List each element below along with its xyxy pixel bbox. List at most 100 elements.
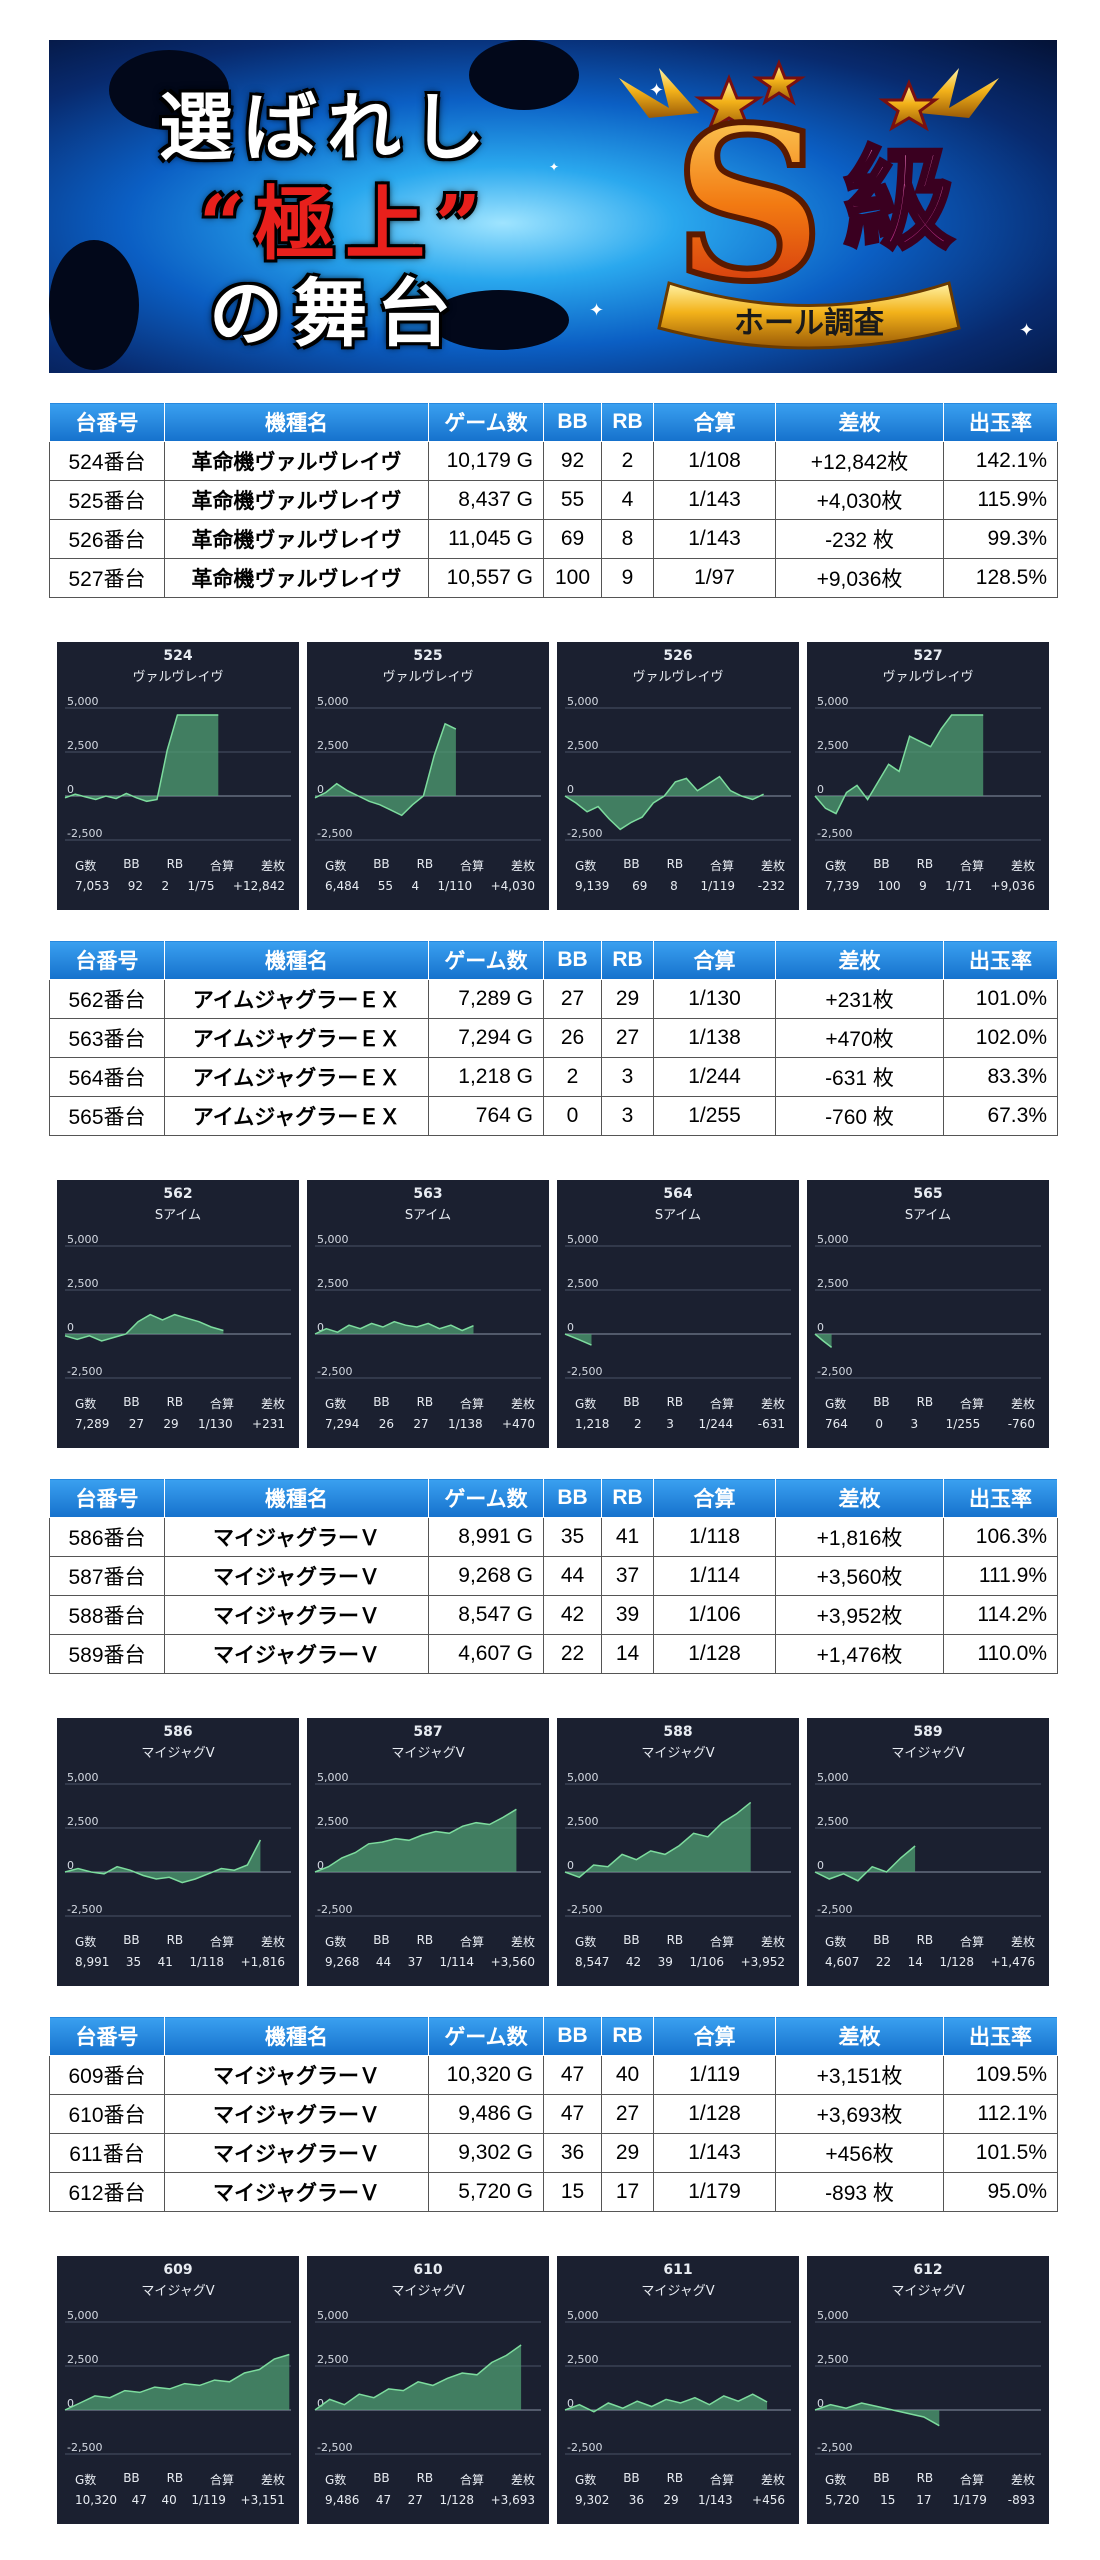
stats-value-row: 9,302 36 29 1/143 +456 xyxy=(575,2493,785,2507)
y-tick-label: 0 xyxy=(67,783,74,796)
cell-rb: 29 xyxy=(601,979,654,1019)
column-header: 差枚 xyxy=(775,940,944,980)
stat-label: 差枚 xyxy=(510,1397,535,1411)
cell-rb: 8 xyxy=(601,519,654,559)
panel-stats: G数 BB RB 合算 差枚 10,320 47 40 1/119 +3,151 xyxy=(75,2471,285,2507)
cell-combined: 1/143 xyxy=(653,480,776,520)
cell-bb: 35 xyxy=(543,1517,602,1557)
stat-label: 差枚 xyxy=(1010,859,1035,873)
stat-bb: 36 xyxy=(628,2493,645,2507)
cell-games: 1,218 G xyxy=(428,1057,544,1097)
y-tick-label: 5,000 xyxy=(67,695,99,708)
stat-combined: 1/179 xyxy=(952,2493,987,2507)
stat-bb: 2 xyxy=(633,1417,642,1431)
table-row: 564番台 アイムジャグラーＥＸ 1,218 G 2 3 1/244 -631 枚 83.3% xyxy=(49,1057,1058,1097)
slump-graph: 5,000 2,500 0 -2,500 xyxy=(814,695,1041,841)
y-tick-label: 5,000 xyxy=(67,1233,99,1246)
cell-bb: 27 xyxy=(543,979,602,1019)
stat-combined: 1/255 xyxy=(945,1417,981,1431)
stat-label: G数 xyxy=(825,859,847,873)
star-icon xyxy=(752,58,806,106)
stat-g: 7,739 xyxy=(825,879,860,893)
cell-unit: 586番台 xyxy=(49,1517,165,1557)
y-tick-label: 2,500 xyxy=(817,1277,849,1290)
stat-label: 合算 xyxy=(210,2473,235,2487)
y-tick-label: 0 xyxy=(817,1859,824,1872)
slump-graph: 5,000 2,500 0 -2,500 xyxy=(814,2309,1041,2455)
stat-diff: -631 xyxy=(757,1417,785,1431)
y-tick-label: -2,500 xyxy=(317,827,352,840)
slump-graph-panel: 564 Sアイム 5,000 2,500 0 -2,500 G数 BB RB 合算 差枚 1,218 2… xyxy=(557,1180,799,1448)
cell-rb: 3 xyxy=(601,1057,654,1097)
cell-model: アイムジャグラーＥＸ xyxy=(164,1057,429,1097)
y-tick-label: 2,500 xyxy=(67,1277,99,1290)
column-header: RB xyxy=(601,1478,654,1518)
cell-rb: 27 xyxy=(601,1018,654,1058)
stat-label: 差枚 xyxy=(760,2473,785,2487)
cell-games: 9,302 G xyxy=(428,2133,544,2173)
stat-label: G数 xyxy=(575,1935,597,1949)
stats-label-row: G数 BB RB 合算 差枚 xyxy=(825,2471,1035,2488)
stat-g: 764 xyxy=(825,1417,848,1431)
panel-model-name: ヴァルヴレイヴ xyxy=(632,670,724,685)
cell-model: マイジャグラーＶ xyxy=(164,2133,429,2173)
y-tick-label: 5,000 xyxy=(317,2309,349,2322)
sparkle-icon: ✦ xyxy=(549,160,560,174)
stats-label-row: G数 BB RB 合算 差枚 xyxy=(575,1933,785,1950)
slump-graph: 5,000 2,500 0 -2,500 xyxy=(64,1771,291,1917)
slump-graph: 5,000 2,500 0 -2,500 xyxy=(814,1233,1041,1379)
star-icon xyxy=(694,73,764,134)
slump-line xyxy=(814,714,984,815)
stats-value-row: 1,218 2 3 1/244 -631 xyxy=(575,1417,785,1431)
column-header: 差枚 xyxy=(775,1478,944,1518)
panel-unit-number: 609 xyxy=(163,2262,193,2278)
cell-combined: 1/143 xyxy=(653,2133,776,2173)
stats-value-row: 764 0 3 1/255 -760 xyxy=(825,1417,1035,1431)
panel-stats: G数 BB RB 合算 差枚 1,218 2 3 1/244 -631 xyxy=(575,1395,785,1431)
panel-unit-number: 589 xyxy=(913,1724,943,1740)
stat-label: 合算 xyxy=(960,859,985,873)
cell-rb: 17 xyxy=(601,2172,654,2212)
panel-model-name: マイジャグV xyxy=(891,1746,965,1761)
y-tick-label: -2,500 xyxy=(817,1365,852,1378)
cell-diff: +4,030枚 xyxy=(775,480,944,520)
slump-graph: 5,000 2,500 0 -2,500 xyxy=(314,2309,541,2455)
stat-combined: 1/114 xyxy=(439,1955,475,1969)
column-header: 台番号 xyxy=(49,1478,165,1518)
cell-diff: +1,476枚 xyxy=(775,1634,944,1674)
slump-line xyxy=(64,2353,290,2411)
slump-line xyxy=(64,1313,224,1342)
stat-diff: +470 xyxy=(502,1417,535,1431)
sparkle-icon: ✦ xyxy=(409,240,420,254)
slump-graph-panel: 563 Sアイム 5,000 2,500 0 -2,500 G数 BB RB 合算 差枚 7,294 2… xyxy=(307,1180,549,1448)
cell-unit: 527番台 xyxy=(49,558,165,598)
slump-area xyxy=(565,1334,592,1346)
slump-graph: 5,000 2,500 0 -2,500 xyxy=(564,2309,791,2455)
stat-label: 差枚 xyxy=(510,2473,535,2487)
stats-value-row: 4,607 22 14 1/128 +1,476 xyxy=(825,1955,1035,1969)
cell-bb: 100 xyxy=(543,558,602,598)
slump-graph-panel: 526 ヴァルヴレイヴ 5,000 2,500 0 -2,500 G数 BB RB 合算 差枚 9,1… xyxy=(557,642,799,910)
column-header: BB xyxy=(543,940,602,980)
cell-rb: 2 xyxy=(601,441,654,481)
stat-diff: +12,842 xyxy=(232,879,285,893)
cell-bb: 55 xyxy=(543,480,602,520)
panel-model-name: マイジャグV xyxy=(391,2284,465,2299)
y-tick-label: -2,500 xyxy=(567,827,602,840)
panel-unit-number: 525 xyxy=(413,648,443,664)
y-tick-label: -2,500 xyxy=(317,2441,352,2454)
cell-model: マイジャグラーＶ xyxy=(164,1595,429,1635)
stat-label: RB xyxy=(916,1395,934,1409)
stat-label: G数 xyxy=(575,1397,597,1411)
cell-games: 7,289 G xyxy=(428,979,544,1019)
stat-rb: 3 xyxy=(910,1417,919,1431)
cell-rb: 40 xyxy=(601,2055,654,2095)
panel-model-name: Sアイム xyxy=(904,1208,952,1223)
stat-g: 6,484 xyxy=(325,879,360,893)
column-header: 機種名 xyxy=(164,1478,429,1518)
stats-label-row: G数 BB RB 合算 差枚 xyxy=(575,1395,785,1412)
stat-bb: 44 xyxy=(375,1955,392,1969)
stats-label-row: G数 BB RB 合算 差枚 xyxy=(75,857,285,874)
column-header: BB xyxy=(543,1478,602,1518)
stat-label: 合算 xyxy=(210,1935,235,1949)
